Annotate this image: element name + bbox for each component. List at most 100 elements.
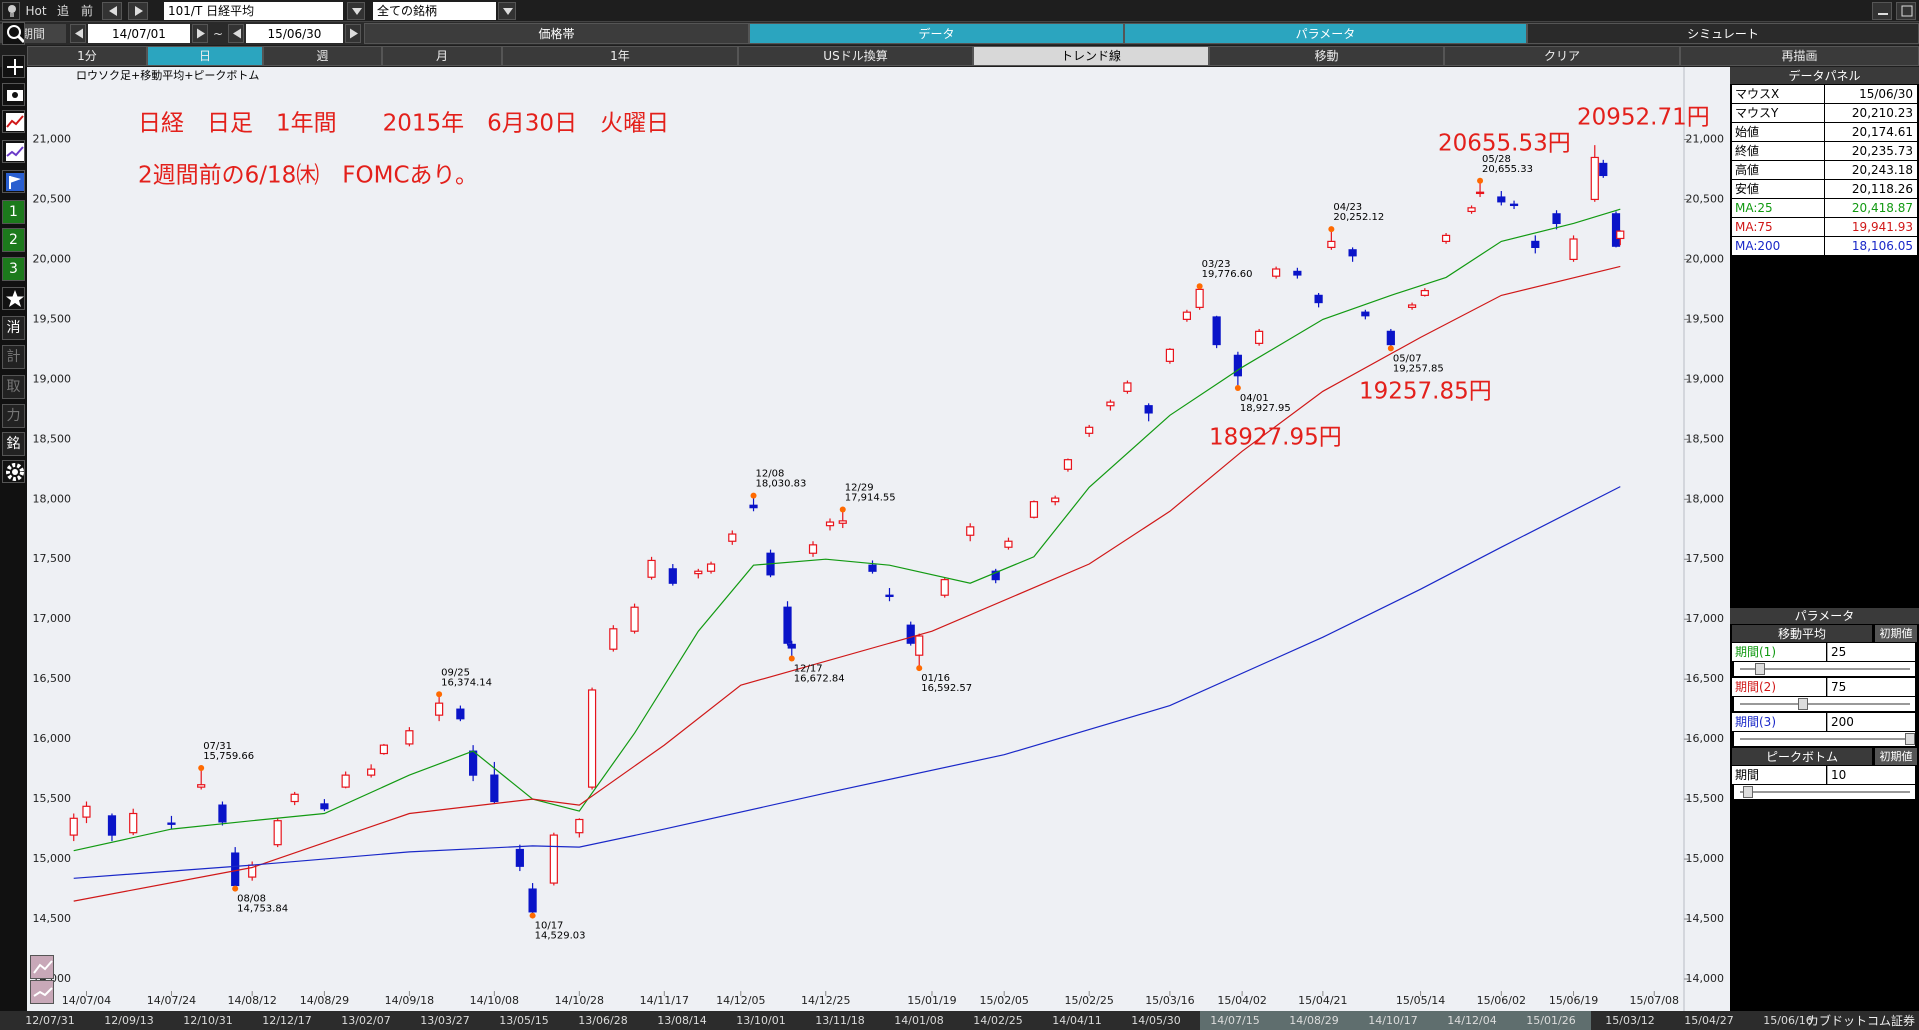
mode-button[interactable]: クリア: [1444, 46, 1680, 66]
sidebar-icon[interactable]: [2, 22, 25, 45]
peak-value: 16,672.84: [794, 673, 845, 684]
reset-button[interactable]: 初期値: [1875, 625, 1917, 642]
chart-mini-icon[interactable]: [30, 955, 54, 979]
to-back-glyph: [233, 28, 241, 39]
sidebar-icon-glyph: [6, 173, 24, 191]
panel-value: 20,235.73: [1825, 142, 1917, 160]
peak-date: 03/23: [1202, 259, 1231, 270]
mode-button[interactable]: 週: [263, 46, 382, 66]
mode-button[interactable]: トレンド線: [973, 46, 1209, 66]
peak-marker: [232, 885, 239, 892]
follow-button[interactable]: 追: [56, 4, 69, 18]
mode-button[interactable]: 1年: [502, 46, 738, 66]
from-forward[interactable]: [192, 24, 208, 43]
tab[interactable]: 価格帯: [364, 23, 749, 44]
timeline-date: 14/05/30: [1131, 1014, 1181, 1027]
x-tick-label: 14/12/05: [716, 994, 765, 1007]
sidebar-icon[interactable]: [2, 83, 25, 106]
nav-back[interactable]: [102, 2, 122, 20]
sidebar-button[interactable]: 銘: [2, 432, 25, 456]
peak-value: 16,592.57: [921, 683, 972, 694]
universe-box[interactable]: 全ての銘柄: [373, 2, 496, 20]
peak-marker: [916, 665, 923, 672]
sidebar-button[interactable]: 計: [2, 345, 25, 369]
minimize-button[interactable]: [1872, 2, 1892, 20]
sidebar-icon[interactable]: [2, 287, 25, 310]
candle-body: [1327, 240, 1336, 249]
from-date[interactable]: 14/07/01: [88, 24, 190, 43]
tab[interactable]: パラメータ: [1124, 23, 1527, 44]
candle-body: [906, 624, 915, 644]
x-tick-label: 15/02/25: [1064, 994, 1113, 1007]
candle-body: [107, 815, 117, 836]
sidebar-icon[interactable]: [2, 170, 25, 193]
chart-mini-icon[interactable]: [30, 980, 54, 1004]
param-label: 期間(2): [1732, 678, 1826, 696]
timeline-date: 13/08/14: [657, 1014, 707, 1027]
y-tick-label-right: 19,000: [1686, 372, 1725, 385]
candle-body: [379, 744, 388, 755]
peak-value: 20,655.33: [1482, 164, 1533, 175]
slider-thumb[interactable]: [1755, 663, 1765, 675]
sidebar-button[interactable]: 1: [2, 200, 25, 224]
panel-value: 20,118.26: [1825, 180, 1917, 198]
peak-value: 20,252.12: [1333, 212, 1384, 223]
slider-thumb[interactable]: [1743, 786, 1753, 798]
mode-button[interactable]: 月: [382, 46, 502, 66]
peak-date: 07/31: [203, 741, 232, 752]
nav-forward[interactable]: [128, 2, 148, 20]
peak-value: 16,374.14: [441, 677, 492, 688]
close-button[interactable]: [1896, 2, 1916, 20]
candle-body: [273, 820, 282, 846]
sidebar-button[interactable]: 2: [2, 228, 25, 252]
sidebar-button[interactable]: 取: [2, 375, 25, 399]
param-label: 期間(3): [1732, 713, 1826, 731]
y-tick-label: 17,000: [33, 612, 72, 625]
sidebar-icon[interactable]: [2, 55, 25, 78]
universe-dropdown[interactable]: [498, 2, 516, 20]
mode-button[interactable]: USドル換算: [738, 46, 973, 66]
candle-body: [1144, 405, 1153, 414]
candle-body: [69, 817, 78, 836]
param-input[interactable]: 200: [1827, 713, 1915, 731]
reset-button[interactable]: 初期値: [1875, 748, 1917, 765]
mode-button[interactable]: 移動: [1209, 46, 1444, 66]
timeline-date: 15/06/16: [1763, 1014, 1813, 1027]
from-back[interactable]: [70, 24, 86, 43]
symbol-box[interactable]: 101/T 日経平均: [164, 2, 343, 20]
hot-button[interactable]: Hot: [25, 4, 47, 18]
to-back[interactable]: [228, 24, 244, 43]
peak-value: 18,927.95: [1240, 403, 1291, 414]
tab[interactable]: シミュレート: [1527, 23, 1919, 44]
slider-thumb[interactable]: [1905, 733, 1915, 745]
slider-thumb[interactable]: [1798, 698, 1808, 710]
sidebar-icon[interactable]: [2, 460, 25, 483]
x-tick-label: 14/11/17: [640, 994, 689, 1007]
prev-button[interactable]: 前: [80, 4, 93, 18]
param-input[interactable]: 10: [1827, 766, 1915, 784]
y-tick-label: 18,000: [33, 492, 72, 505]
sidebar-button[interactable]: 3: [2, 257, 25, 281]
sidebar-icon[interactable]: [2, 140, 25, 163]
sidebar-button[interactable]: 消: [2, 316, 25, 340]
to-date[interactable]: 15/06/30: [246, 24, 343, 43]
hint-icon[interactable]: [2, 2, 20, 20]
mode-button[interactable]: 1分: [27, 46, 147, 66]
universe-dropdown-glyph: [503, 8, 513, 15]
tab[interactable]: データ: [749, 23, 1124, 44]
symbol-dropdown[interactable]: [347, 2, 365, 20]
to-forward[interactable]: [345, 24, 361, 43]
param-input[interactable]: 25: [1827, 643, 1915, 661]
mode-button[interactable]: 再描画: [1680, 46, 1919, 66]
y-tick-label: 20,000: [33, 252, 72, 265]
timeline-date: 14/04/11: [1052, 1014, 1102, 1027]
sidebar-button[interactable]: 力: [2, 404, 25, 428]
candle-body: [885, 594, 894, 598]
nav-back-glyph: [109, 6, 117, 16]
peak-date: 12/08: [756, 469, 785, 480]
param-input[interactable]: 75: [1827, 678, 1915, 696]
mode-button[interactable]: 日: [147, 46, 263, 66]
y-tick-label: 20,500: [33, 192, 72, 205]
sidebar-icon[interactable]: [2, 110, 25, 133]
